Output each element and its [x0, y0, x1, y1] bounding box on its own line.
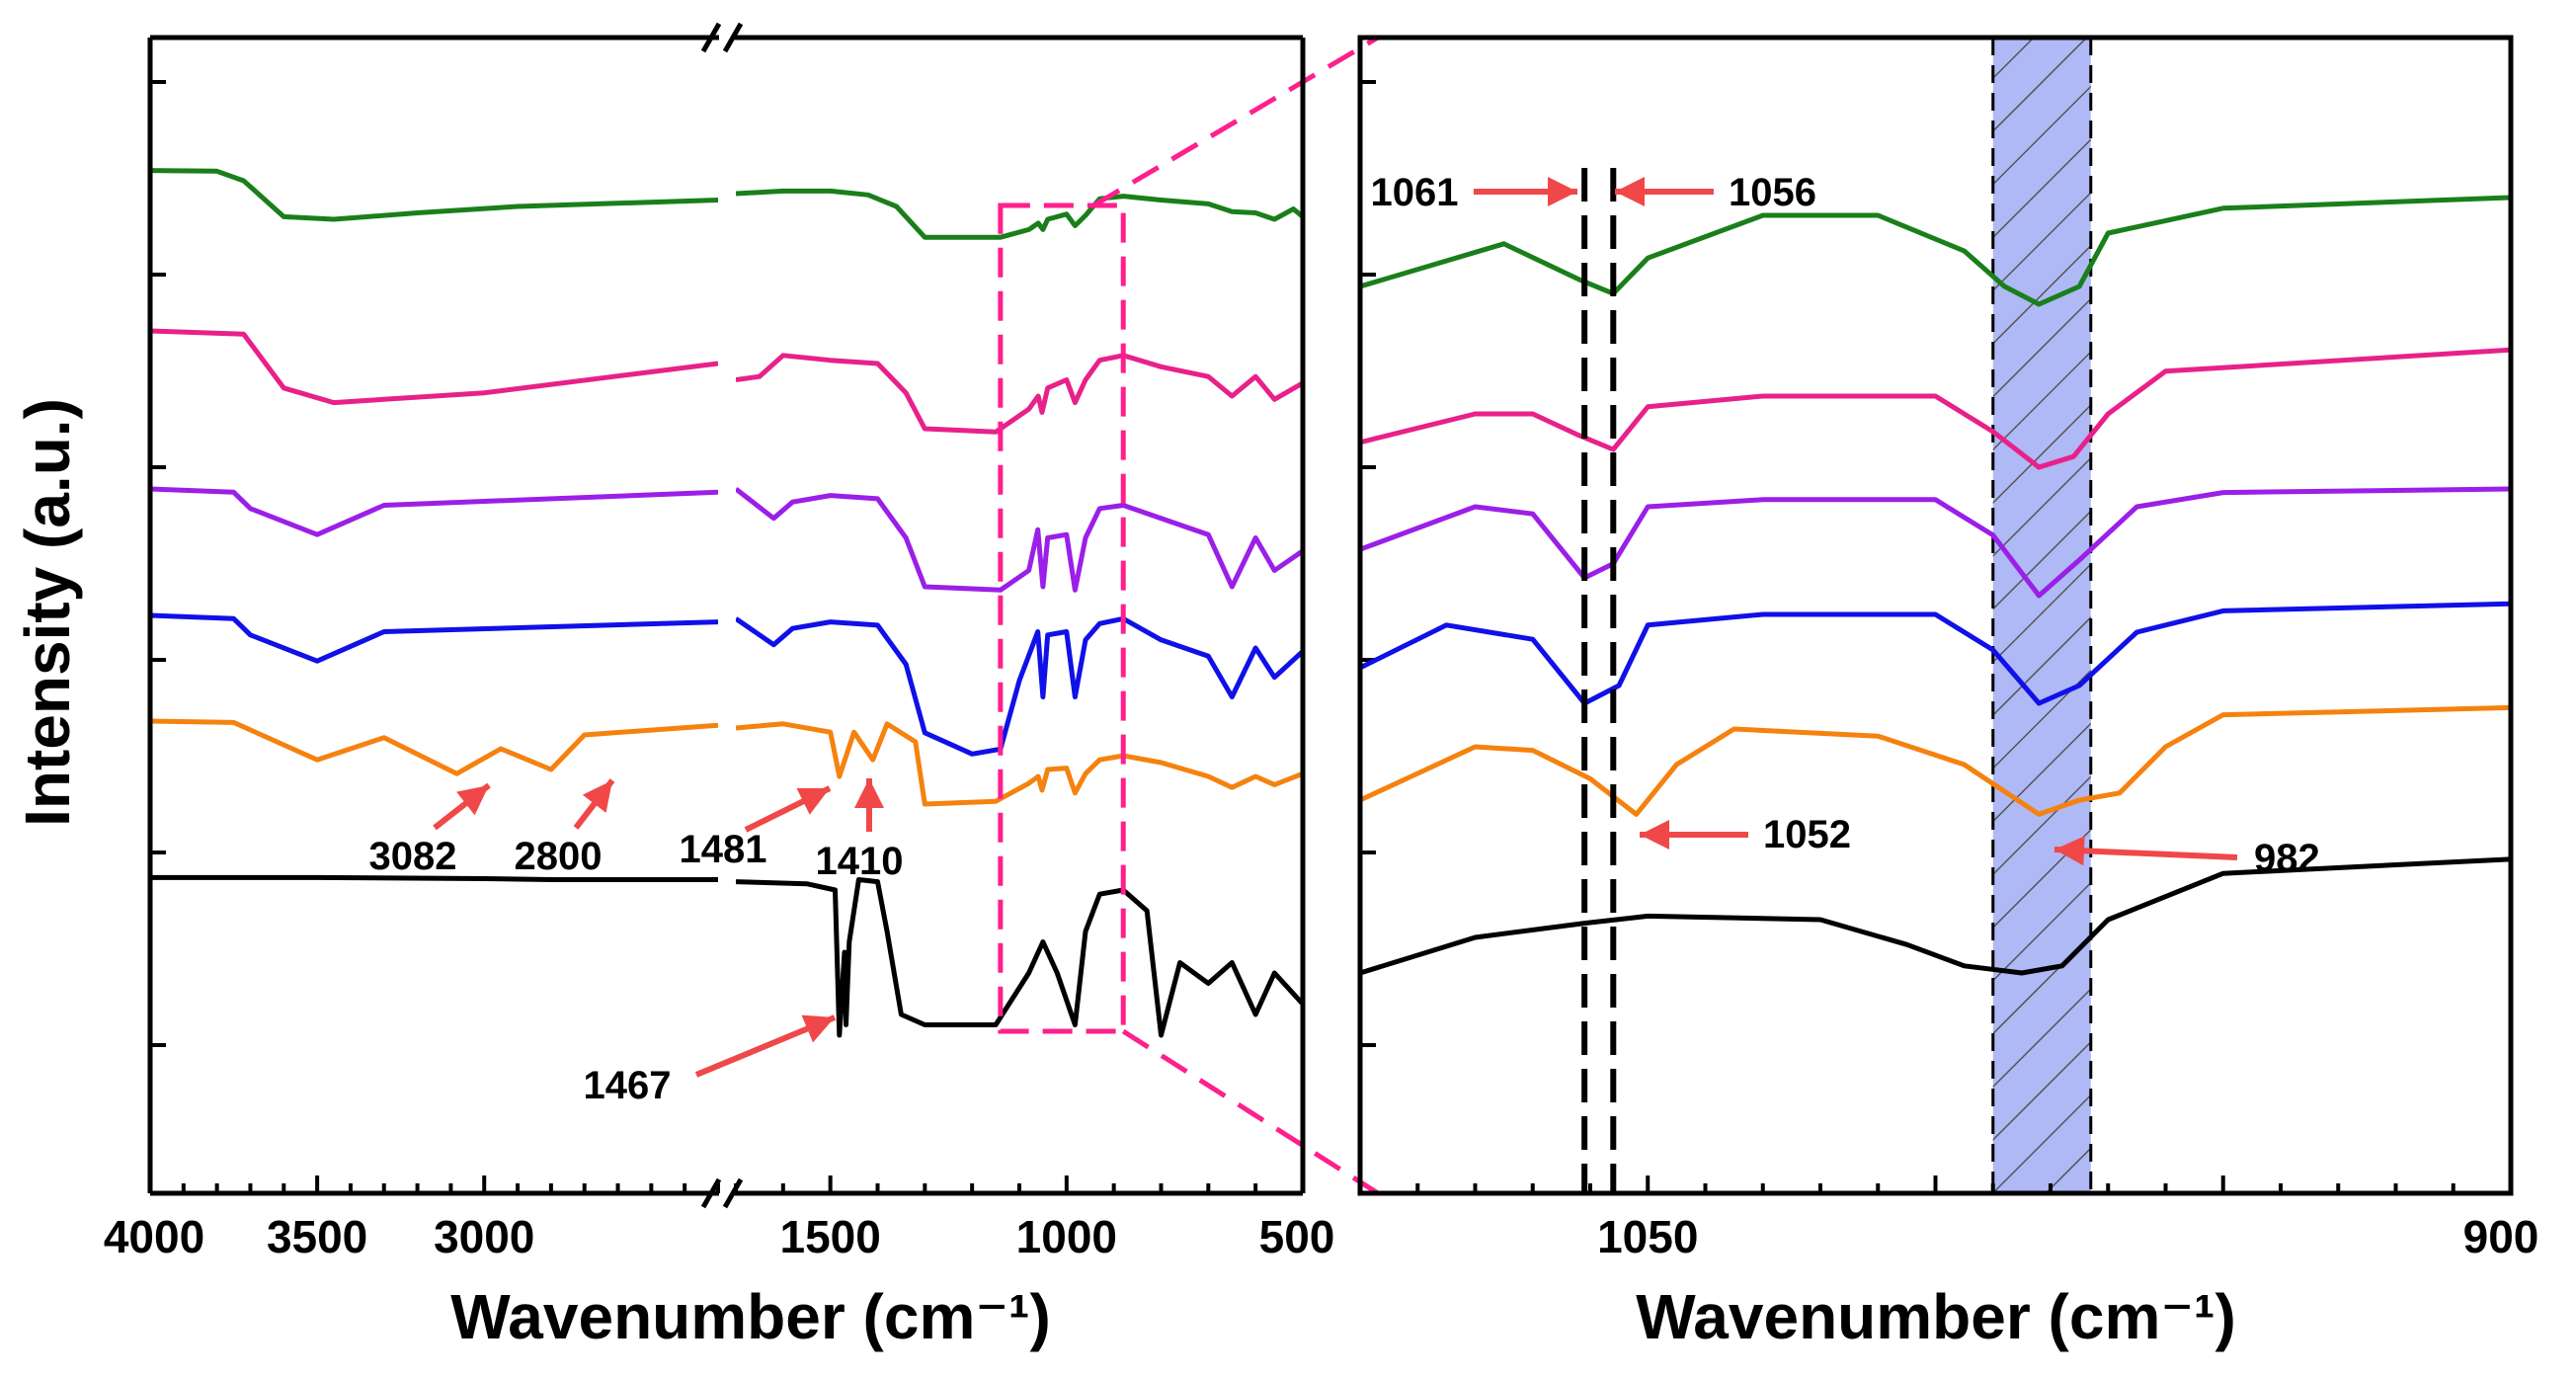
zoom-arrow-982-head [2054, 836, 2085, 866]
axis-break-mark [722, 1177, 744, 1209]
x-tick-label-3000: 3000 [434, 1211, 534, 1262]
zoom-series-blue-line [1360, 601, 2511, 706]
x-tick-label-500: 500 [1259, 1211, 1335, 1262]
axis-break-mark [700, 22, 722, 53]
x-tick-label-1500: 1500 [779, 1211, 880, 1262]
series-blue-low-line [736, 615, 1303, 757]
arrow-1481-head [796, 787, 830, 815]
series-orange-low-line [736, 721, 1303, 807]
zoom-connector-bottom [1121, 1028, 1380, 1196]
zoom-box-rect [998, 202, 1126, 1034]
shaded-band-region [1991, 38, 2093, 1193]
arrow-3082-head [456, 785, 489, 816]
y-axis-title: Intensity (a.u.) [12, 398, 83, 827]
right-tick-labels: 1050 900 [1597, 1211, 2538, 1262]
peak-label-1481: 1481 [680, 828, 767, 871]
series-black-low-line [736, 877, 1303, 1038]
peak-label-1467: 1467 [584, 1064, 672, 1107]
zoom-peak-label-1052: 1052 [1763, 813, 1851, 856]
zoom-connector-top [1091, 35, 1380, 208]
left-series-group [150, 168, 1303, 1038]
x-tick-label-1000: 1000 [1016, 1211, 1117, 1262]
series-orange-high-line [150, 718, 718, 776]
zoom-series-black-line [1360, 856, 2511, 976]
right-peak-annotations: 1061 1056 1052 982 [1371, 171, 2320, 880]
left-axes [147, 22, 1376, 1209]
zoom-peak-label-1061: 1061 [1371, 171, 1459, 214]
shaded-band-hatch [1992, 38, 2091, 1193]
peak-label-3082: 3082 [369, 835, 457, 878]
zoom-series-magenta-line [1360, 347, 2511, 470]
x-tick-label-4000: 4000 [104, 1211, 204, 1262]
arrow-2800-head [582, 780, 612, 813]
peak-label-2800: 2800 [515, 835, 603, 878]
right-x-axis-title: Wavenumber (cm⁻¹) [1636, 1281, 2236, 1352]
x-tick-label-3500: 3500 [267, 1211, 367, 1262]
right-series-group [1360, 195, 2511, 976]
left-tick-labels: 4000 3500 3000 1500 1000 500 [104, 1211, 1335, 1262]
series-magenta-high-line [150, 328, 718, 406]
right-zoom-panel: 1050 900 1061 1056 1052 982 [1357, 35, 2538, 1262]
zoom-series-purple-line [1360, 486, 2511, 599]
series-black-high-line [150, 874, 718, 882]
left-x-axis-title: Wavenumber (cm⁻¹) [450, 1281, 1051, 1352]
left-spectrum-panel: 4000 3500 3000 1500 1000 500 3082 2800 1481 1410… [104, 22, 1380, 1262]
zoom-peak-label-982: 982 [2254, 837, 2320, 880]
arrow-1467-head [801, 1014, 835, 1043]
zoom-peak-label-1056: 1056 [1729, 171, 1816, 214]
zoom-arrow-1056-head [1615, 177, 1645, 206]
zoom-series-orange-line [1360, 704, 2511, 817]
series-green-low-line [736, 188, 1303, 240]
series-purple-low-line [736, 487, 1303, 593]
peak-label-1410: 1410 [816, 840, 904, 883]
axis-break-mark [722, 22, 744, 53]
vertical-dashed-lines [1581, 168, 1617, 1193]
left-peak-annotations: 3082 2800 1481 1410 1467 [369, 778, 904, 1107]
series-green-high-line [150, 168, 718, 222]
series-purple-high-line [150, 486, 718, 537]
series-magenta-low-line [736, 353, 1303, 435]
series-blue-high-line [150, 612, 718, 664]
zoom-region-box [998, 35, 1380, 1196]
right-axes [1357, 35, 2514, 1196]
zoom-arrow-1061-head [1548, 177, 1577, 206]
zoom-arrow-1052-head [1640, 820, 1669, 850]
arrow-1410-head [854, 778, 884, 808]
right-x-tick-label-1050: 1050 [1597, 1211, 1698, 1262]
zoom-arrow-982-shaft [2053, 847, 2238, 860]
zoom-series-green-line [1360, 195, 2511, 307]
right-x-tick-label-900: 900 [2463, 1211, 2539, 1262]
